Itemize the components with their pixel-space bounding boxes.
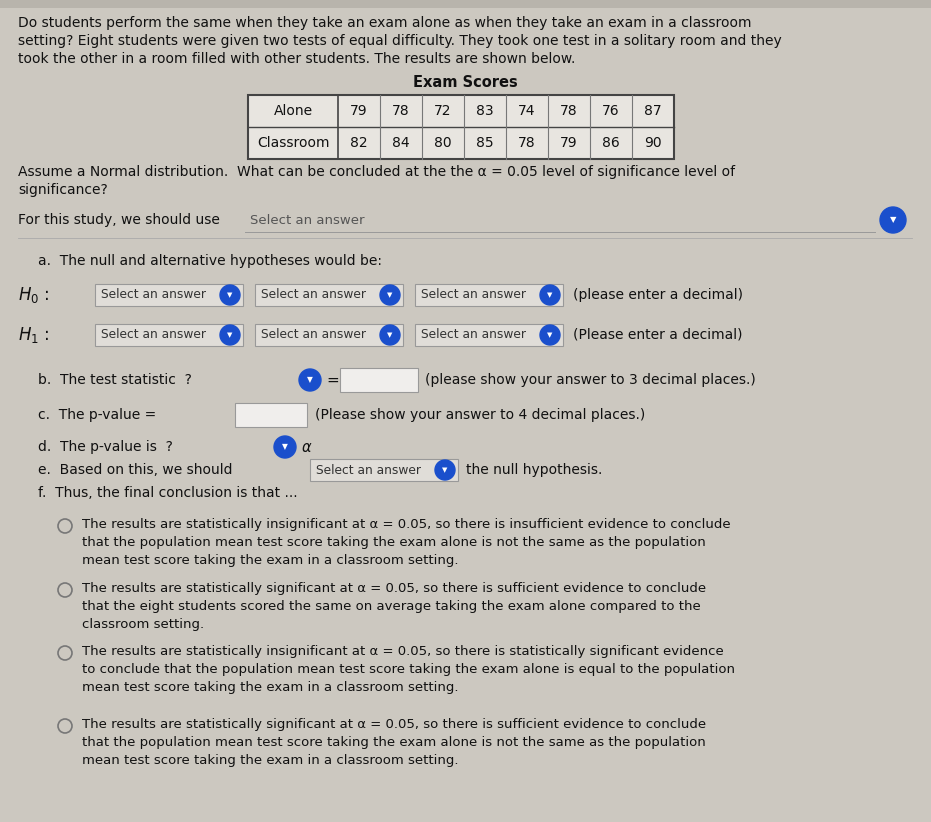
Circle shape bbox=[880, 207, 906, 233]
Text: d.  The p-value is  ?: d. The p-value is ? bbox=[38, 440, 173, 454]
Text: $H_0$ :: $H_0$ : bbox=[18, 285, 49, 305]
Text: The results are statistically insignificant at α = 0.05, so there is insufficien: The results are statistically insignific… bbox=[82, 518, 731, 531]
FancyBboxPatch shape bbox=[248, 95, 674, 159]
Text: ▼: ▼ bbox=[227, 292, 233, 298]
FancyBboxPatch shape bbox=[340, 368, 418, 392]
Text: e.  Based on this, we should: e. Based on this, we should bbox=[38, 463, 233, 477]
FancyBboxPatch shape bbox=[235, 403, 307, 427]
Text: mean test score taking the exam in a classroom setting.: mean test score taking the exam in a cla… bbox=[82, 754, 458, 767]
Text: to conclude that the population mean test score taking the exam alone is equal t: to conclude that the population mean tes… bbox=[82, 663, 735, 676]
Circle shape bbox=[540, 285, 560, 305]
Text: c.  The p-value =: c. The p-value = bbox=[38, 408, 156, 422]
Text: 84: 84 bbox=[392, 136, 410, 150]
Text: mean test score taking the exam in a classroom setting.: mean test score taking the exam in a cla… bbox=[82, 681, 458, 694]
Text: Select an answer: Select an answer bbox=[421, 329, 526, 341]
Text: 78: 78 bbox=[519, 136, 536, 150]
Text: took the other in a room filled with other students. The results are shown below: took the other in a room filled with oth… bbox=[18, 52, 575, 66]
Text: 72: 72 bbox=[434, 104, 452, 118]
Text: ▼: ▼ bbox=[307, 376, 313, 385]
Circle shape bbox=[299, 369, 321, 391]
Circle shape bbox=[380, 325, 400, 345]
FancyBboxPatch shape bbox=[255, 284, 403, 306]
Text: 90: 90 bbox=[644, 136, 662, 150]
Text: classroom setting.: classroom setting. bbox=[82, 618, 204, 631]
Text: (Please enter a decimal): (Please enter a decimal) bbox=[573, 328, 743, 342]
Text: 74: 74 bbox=[519, 104, 535, 118]
Text: ▼: ▼ bbox=[227, 332, 233, 338]
Text: Select an answer: Select an answer bbox=[261, 329, 366, 341]
Text: Assume a Normal distribution.  What can be concluded at the the α = 0.05 level o: Assume a Normal distribution. What can b… bbox=[18, 165, 735, 179]
Text: 83: 83 bbox=[476, 104, 493, 118]
Text: For this study, we should use: For this study, we should use bbox=[18, 213, 220, 227]
Text: 86: 86 bbox=[602, 136, 620, 150]
Text: ▼: ▼ bbox=[387, 332, 393, 338]
FancyBboxPatch shape bbox=[255, 324, 403, 346]
Text: ▼: ▼ bbox=[282, 442, 288, 451]
Text: that the population mean test score taking the exam alone is not the same as the: that the population mean test score taki… bbox=[82, 536, 706, 549]
Text: 76: 76 bbox=[602, 104, 620, 118]
Text: mean test score taking the exam in a classroom setting.: mean test score taking the exam in a cla… bbox=[82, 554, 458, 567]
Text: b.  The test statistic  ?: b. The test statistic ? bbox=[38, 373, 192, 387]
Text: The results are statistically insignificant at α = 0.05, so there is statistical: The results are statistically insignific… bbox=[82, 645, 723, 658]
Text: a.  The null and alternative hypotheses would be:: a. The null and alternative hypotheses w… bbox=[38, 254, 382, 268]
Text: (please show your answer to 3 decimal places.): (please show your answer to 3 decimal pl… bbox=[425, 373, 756, 387]
Text: significance?: significance? bbox=[18, 183, 108, 197]
Text: 78: 78 bbox=[392, 104, 410, 118]
Text: that the eight students scored the same on average taking the exam alone compare: that the eight students scored the same … bbox=[82, 600, 701, 613]
Text: the null hypothesis.: the null hypothesis. bbox=[466, 463, 602, 477]
Text: Select an answer: Select an answer bbox=[316, 464, 421, 477]
FancyBboxPatch shape bbox=[415, 284, 563, 306]
Text: f.  Thus, the final conclusion is that ...: f. Thus, the final conclusion is that ..… bbox=[38, 486, 298, 500]
Text: Select an answer: Select an answer bbox=[421, 289, 526, 302]
Text: α: α bbox=[302, 440, 312, 455]
Text: ▼: ▼ bbox=[442, 467, 448, 473]
Text: Do students perform the same when they take an exam alone as when they take an e: Do students perform the same when they t… bbox=[18, 16, 751, 30]
Text: Alone: Alone bbox=[274, 104, 313, 118]
FancyBboxPatch shape bbox=[0, 0, 931, 8]
Text: Classroom: Classroom bbox=[257, 136, 330, 150]
FancyBboxPatch shape bbox=[415, 324, 563, 346]
Circle shape bbox=[220, 325, 240, 345]
Text: 80: 80 bbox=[434, 136, 452, 150]
Circle shape bbox=[435, 460, 455, 480]
Text: The results are statistically significant at α = 0.05, so there is sufficient ev: The results are statistically significan… bbox=[82, 718, 706, 731]
Text: 82: 82 bbox=[350, 136, 368, 150]
Text: ▼: ▼ bbox=[547, 292, 553, 298]
Circle shape bbox=[540, 325, 560, 345]
Text: Exam Scores: Exam Scores bbox=[412, 75, 518, 90]
Text: Select an answer: Select an answer bbox=[101, 329, 206, 341]
Text: 78: 78 bbox=[560, 104, 578, 118]
Text: 79: 79 bbox=[350, 104, 368, 118]
Text: 85: 85 bbox=[476, 136, 493, 150]
Text: (please enter a decimal): (please enter a decimal) bbox=[573, 288, 743, 302]
FancyBboxPatch shape bbox=[95, 324, 243, 346]
Text: $H_1$ :: $H_1$ : bbox=[18, 325, 49, 345]
Text: The results are statistically significant at α = 0.05, so there is sufficient ev: The results are statistically significan… bbox=[82, 582, 706, 595]
Text: 87: 87 bbox=[644, 104, 662, 118]
Text: 79: 79 bbox=[560, 136, 578, 150]
Text: ▼: ▼ bbox=[890, 215, 897, 224]
Text: setting? Eight students were given two tests of equal difficulty. They took one : setting? Eight students were given two t… bbox=[18, 34, 782, 48]
Text: =: = bbox=[326, 372, 339, 387]
Text: ▼: ▼ bbox=[387, 292, 393, 298]
Text: ▼: ▼ bbox=[547, 332, 553, 338]
Text: Select an answer: Select an answer bbox=[261, 289, 366, 302]
Circle shape bbox=[274, 436, 296, 458]
Circle shape bbox=[220, 285, 240, 305]
Text: that the population mean test score taking the exam alone is not the same as the: that the population mean test score taki… bbox=[82, 736, 706, 749]
Text: Select an answer: Select an answer bbox=[101, 289, 206, 302]
FancyBboxPatch shape bbox=[310, 459, 458, 481]
Text: (Please show your answer to 4 decimal places.): (Please show your answer to 4 decimal pl… bbox=[315, 408, 645, 422]
Circle shape bbox=[380, 285, 400, 305]
FancyBboxPatch shape bbox=[95, 284, 243, 306]
Text: Select an answer: Select an answer bbox=[250, 214, 365, 227]
